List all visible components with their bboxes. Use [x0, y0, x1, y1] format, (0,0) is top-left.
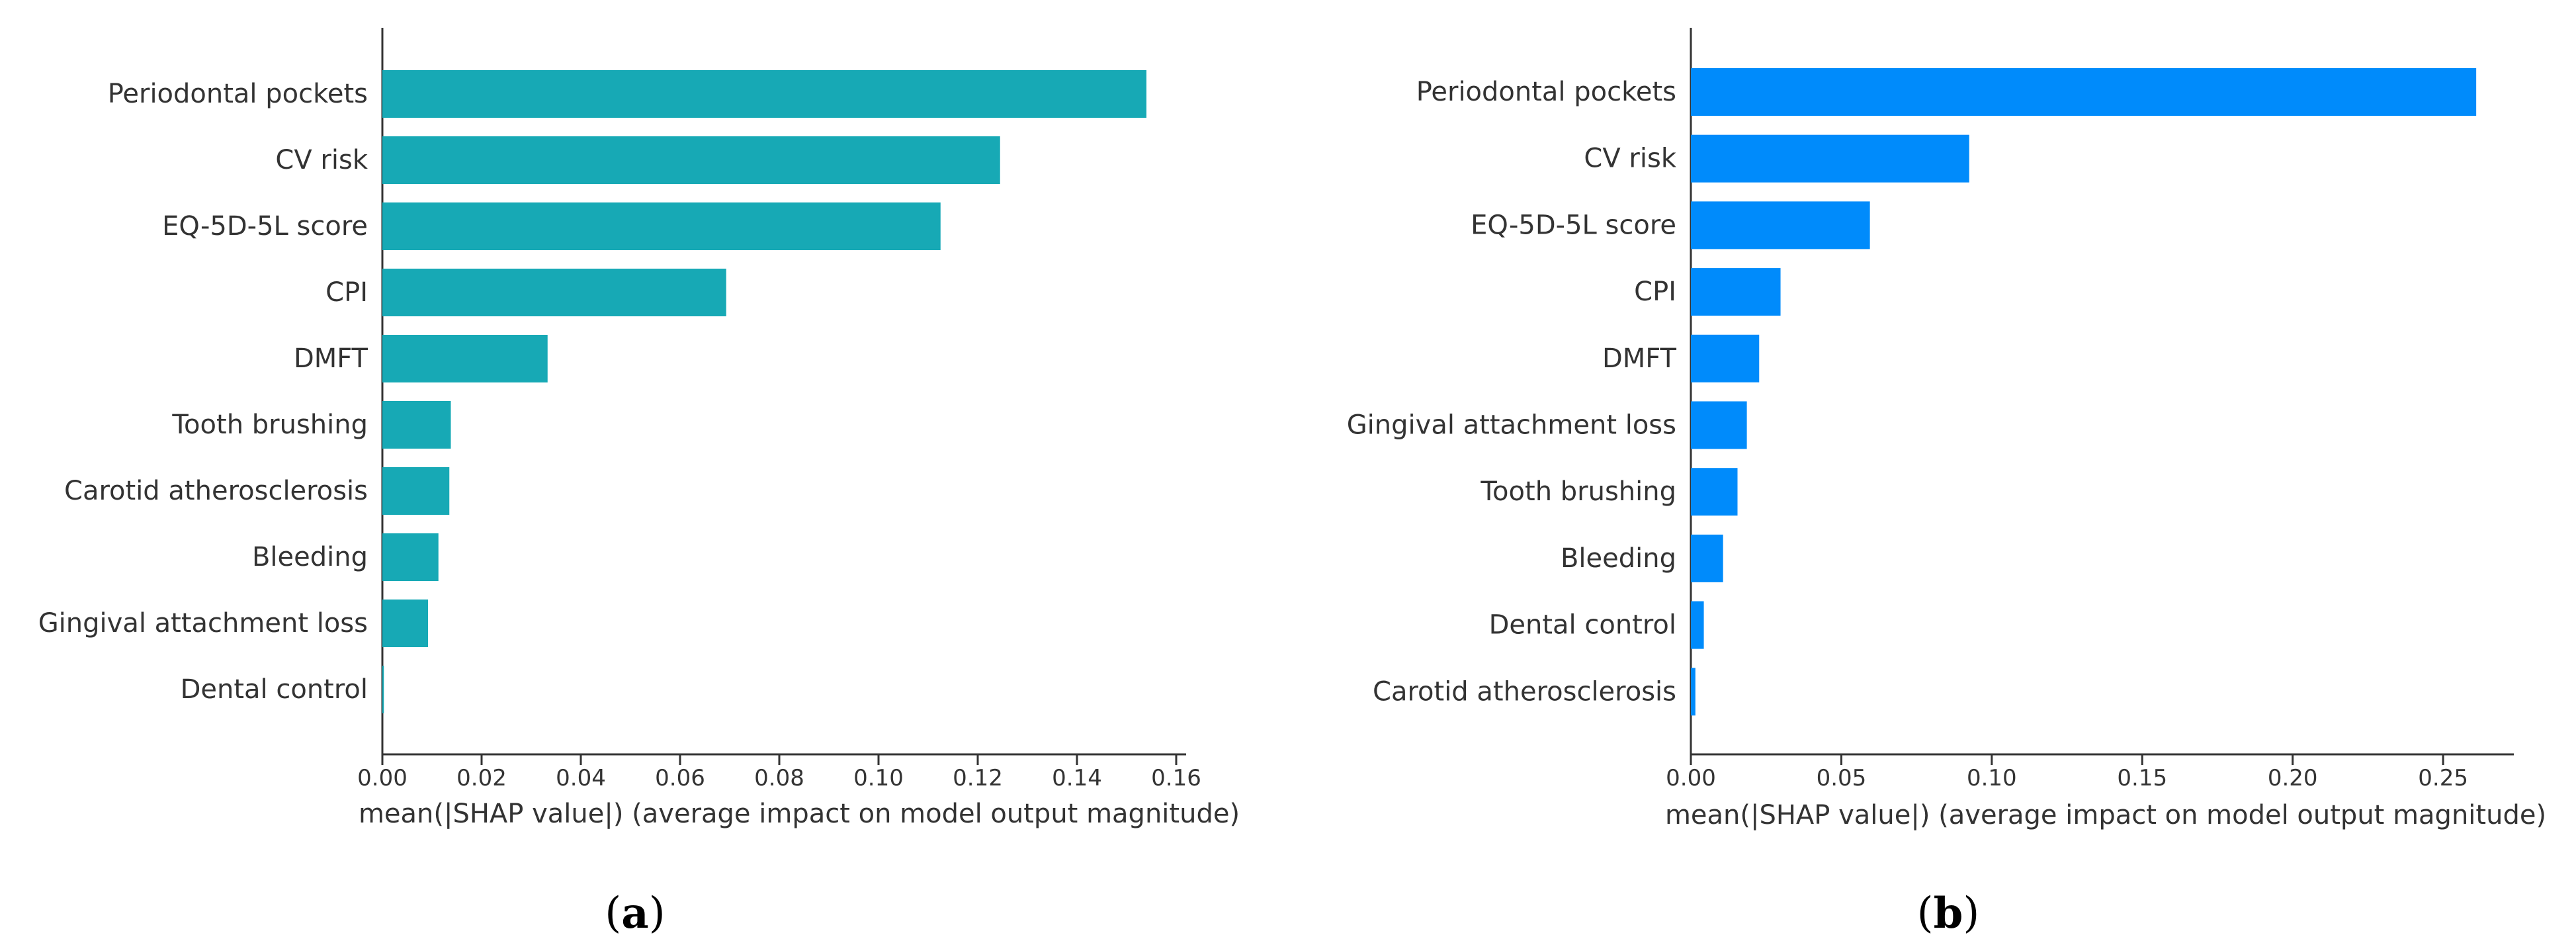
category-label: Carotid atherosclerosis	[64, 476, 368, 506]
bar	[1691, 534, 1723, 582]
category-label: CPI	[325, 277, 368, 308]
bar	[382, 269, 726, 316]
category-label: Tooth brushing	[1480, 476, 1676, 507]
x-tick-label: 0.00	[357, 765, 408, 791]
x-tick-label: 0.16	[1151, 765, 1201, 791]
x-tick-label: 0.02	[456, 765, 507, 791]
x-tick-label: 0.04	[556, 765, 606, 791]
bar	[382, 136, 1000, 184]
bar	[1691, 401, 1747, 449]
bar	[1691, 668, 1696, 716]
category-label: CV risk	[1584, 144, 1676, 174]
x-tick-label: 0.14	[1052, 765, 1102, 791]
bar	[1691, 268, 1781, 316]
category-label: Periodontal pockets	[1416, 77, 1676, 107]
category-label: Dental control	[181, 674, 368, 705]
category-label: Periodontal pockets	[108, 79, 368, 109]
bar	[382, 600, 428, 647]
category-label: CPI	[1634, 277, 1676, 307]
bar	[1691, 68, 2477, 116]
bar	[382, 666, 384, 713]
chart-panel-b: Periodontal pockets CV risk EQ-5D-5L score…	[1347, 28, 2546, 935]
bar	[1691, 134, 1969, 183]
bar	[382, 335, 548, 382]
category-label: Carotid atherosclerosis	[1373, 676, 1676, 707]
x-axis-label: mean(|SHAP value|) (average impact on mo…	[359, 799, 1240, 829]
category-label: EQ-5D-5L score	[1471, 210, 1676, 240]
bar	[382, 401, 451, 449]
category-label: DMFT	[1602, 343, 1677, 374]
category-label: DMFT	[294, 343, 368, 374]
x-tick-label: 0.05	[1817, 765, 1867, 791]
x-tick-label: 0.10	[853, 765, 904, 791]
category-label: CV risk	[275, 145, 368, 175]
category-label: Tooth brushing	[171, 410, 368, 440]
x-tick-label: 0.25	[2418, 765, 2468, 791]
category-label: Gingival attachment loss	[1347, 410, 1676, 441]
bar	[1691, 201, 1870, 249]
x-tick-label: 0.10	[1967, 765, 2017, 791]
category-label: Bleeding	[1561, 543, 1676, 574]
x-tick-label: 0.15	[2117, 765, 2167, 791]
x-axis-label: mean(|SHAP value|) (average impact on mo…	[1665, 800, 2546, 830]
x-tick-label: 0.12	[953, 765, 1003, 791]
chart-panel-a: Periodontal pockets CV risk EQ-5D-5L score…	[38, 28, 1240, 935]
bar	[382, 202, 941, 250]
x-tick-label: 0.20	[2268, 765, 2318, 791]
bar	[1691, 334, 1760, 382]
category-label: Gingival attachment loss	[38, 608, 368, 639]
bar	[382, 70, 1146, 118]
x-tick-label: 0.08	[754, 765, 804, 791]
category-label: Bleeding	[252, 542, 368, 572]
x-tick-label: 0.06	[655, 765, 705, 791]
panel-caption: (b)	[1917, 889, 1980, 935]
panel-caption: (a)	[605, 889, 665, 935]
bar	[1691, 601, 1704, 649]
x-tick-label: 0.00	[1666, 765, 1716, 791]
category-label: EQ-5D-5L score	[162, 211, 368, 242]
bar	[382, 533, 439, 581]
bar	[382, 467, 450, 515]
category-label: Dental control	[1489, 610, 1676, 641]
bar	[1691, 468, 1738, 516]
